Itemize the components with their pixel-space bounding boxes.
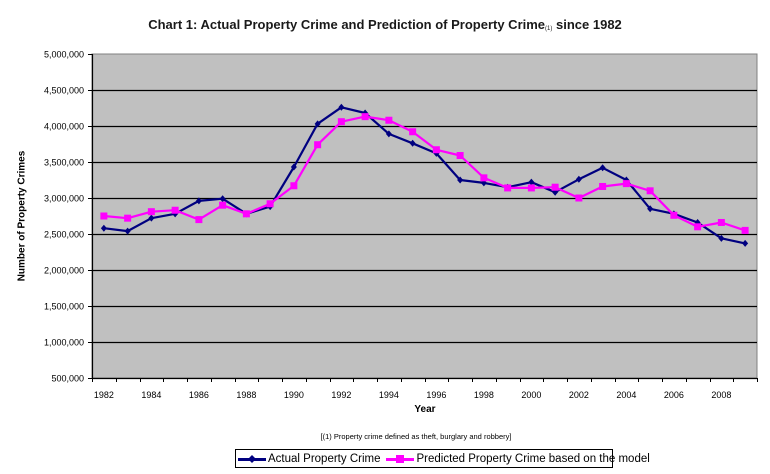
data-point [314, 141, 322, 149]
data-point [385, 130, 392, 138]
x-tick-label: 1982 [94, 390, 114, 400]
legend-label-actual: Actual Property Crime [268, 452, 381, 465]
axes [91, 54, 757, 380]
data-point [622, 180, 630, 188]
data-point [219, 201, 227, 209]
data-point [100, 224, 107, 232]
data-point [647, 205, 654, 213]
data-point [171, 206, 179, 214]
footnote: [(1) Property crime defined as theft, bu… [320, 432, 512, 441]
x-tick-label: 2004 [616, 390, 636, 400]
data-point [409, 128, 417, 136]
y-tick-label: 2,000,000 [44, 266, 84, 276]
x-tick-label: 2002 [569, 390, 589, 400]
data-point [195, 197, 202, 205]
x-tick-label: 1996 [426, 390, 446, 400]
data-point [646, 187, 654, 195]
x-tick-label: 2008 [711, 390, 731, 400]
data-point [742, 239, 749, 247]
y-tick-label: 4,500,000 [44, 86, 84, 96]
y-axis-label: Number of Property Crimes [16, 150, 28, 282]
x-tick-label: 1986 [189, 390, 209, 400]
data-point [528, 178, 535, 186]
data-point [599, 164, 606, 172]
x-tick-label: 1992 [331, 390, 351, 400]
y-tick-label: 4,000,000 [44, 122, 84, 132]
data-point [242, 210, 250, 218]
y-tick-label: 2,500,000 [44, 230, 84, 240]
x-tick-label: 2000 [521, 390, 541, 400]
data-point [385, 116, 393, 124]
y-tick-label: 1,500,000 [44, 302, 84, 312]
legend-item-actual: Actual Property Crime [238, 453, 380, 465]
series-line [103, 106, 746, 245]
legend-swatch-actual [238, 453, 266, 465]
data-point [124, 214, 132, 222]
x-tick-label: 1998 [474, 390, 494, 400]
series-line [103, 115, 746, 232]
data-point [504, 184, 512, 192]
data-point [575, 194, 583, 202]
x-axis-ticks: 1982 1984 1986 1988 1990 1992 1994 1996 1998 2000… [92, 378, 758, 400]
data-point [694, 223, 702, 231]
data-point [457, 176, 464, 184]
x-axis-label: Year [414, 404, 436, 415]
data-point [718, 234, 725, 242]
data-point [147, 208, 155, 216]
legend-swatch-predicted [386, 453, 415, 465]
data-point [670, 211, 678, 219]
series-group [100, 103, 749, 247]
x-tick-label: 1984 [141, 390, 161, 400]
data-point [266, 200, 274, 208]
data-point [717, 218, 725, 226]
data-point [219, 195, 226, 203]
data-point [741, 226, 749, 234]
data-point [148, 214, 155, 222]
series-predicted [100, 113, 749, 234]
data-point [100, 212, 108, 220]
chart-title-main: Chart 1: Actual Property Crime and Predi… [148, 17, 546, 32]
data-point [337, 118, 345, 126]
data-point [551, 183, 559, 191]
legend-label-predicted: Predicted Property Crime based on the mo… [416, 452, 650, 465]
data-point [599, 182, 607, 190]
chart-title: Chart 1: Actual Property Crime and Predi… [0, 17, 770, 32]
x-tick-label: 1994 [379, 390, 399, 400]
chart-title-suffix: since 1982 [556, 17, 622, 32]
y-tick-label: 500,000 [51, 374, 84, 384]
x-tick-label: 2006 [664, 390, 684, 400]
data-point [480, 174, 488, 182]
x-tick-label: 1990 [284, 390, 304, 400]
gridlines [92, 89, 757, 344]
data-point [195, 216, 203, 224]
legend: Actual Property Crime Predicted Property… [235, 449, 650, 468]
chart-title-footnote-mark: (1) [545, 26, 553, 32]
data-point [314, 120, 321, 128]
data-point [409, 139, 416, 147]
y-tick-label: 3,500,000 [44, 158, 84, 168]
x-tick-label: 1988 [236, 390, 256, 400]
data-point [361, 113, 369, 121]
data-point [290, 182, 298, 190]
data-point [456, 152, 464, 160]
y-axis-ticks: 500,000 1,000,000 1,500,000 2,000,000 2,500,… [44, 50, 92, 384]
y-tick-label: 5,000,000 [44, 50, 84, 60]
legend-item-predicted: Predicted Property Crime based on the mo… [386, 452, 650, 465]
y-tick-label: 3,000,000 [44, 194, 84, 204]
data-point [338, 103, 345, 111]
data-point [124, 227, 131, 235]
data-point [575, 175, 582, 183]
data-point [432, 146, 440, 154]
data-point [290, 163, 297, 171]
data-point [527, 184, 535, 192]
y-tick-label: 1,000,000 [44, 338, 84, 348]
